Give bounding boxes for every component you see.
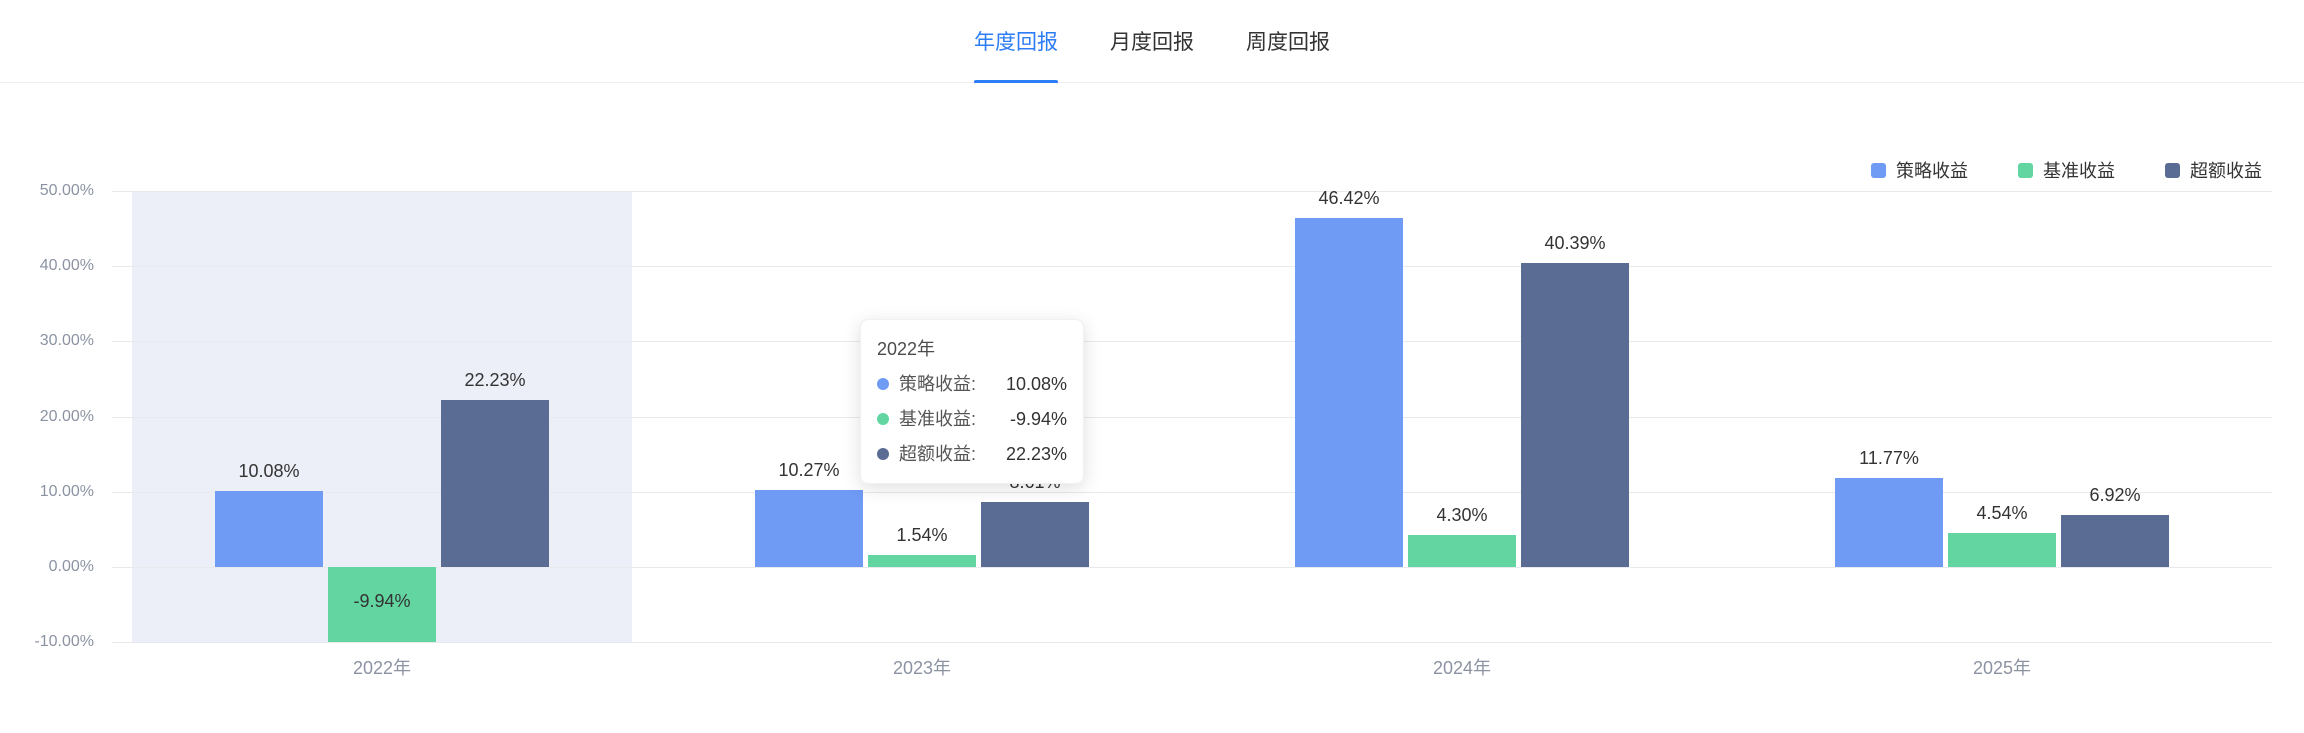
tooltip-rows: 策略收益: 10.08% 基准收益: -9.94% 超额收益: 22.23% — [877, 372, 1067, 466]
legend-item-excess-return[interactable]: 超额收益 — [2165, 157, 2262, 183]
legend-label: 策略收益 — [1896, 161, 1968, 181]
bar-benchmark-return-2022[interactable] — [328, 566, 436, 642]
legend-swatch-icon — [1871, 162, 1886, 178]
bar-value-label: 22.23% — [464, 369, 526, 390]
bar-value-label: 10.08% — [238, 461, 300, 482]
legend-swatch-icon — [2165, 162, 2180, 178]
bar-strategy-return-2022[interactable] — [215, 491, 323, 567]
gridline — [112, 566, 2272, 568]
y-axis-label: -10.00% — [34, 633, 94, 650]
tooltip-row-benchmark-return: 基准收益: -9.94% — [877, 407, 1067, 431]
tooltip-series-name: 策略收益: — [899, 374, 977, 394]
legend-swatch-icon — [2018, 162, 2033, 178]
bar-benchmark-return-2025[interactable] — [1948, 532, 2056, 567]
tab-weekly-report[interactable]: 周度回报 — [1246, 31, 1330, 54]
tooltip-title: 2022年 — [877, 339, 936, 359]
bar-value-label: 4.54% — [1976, 502, 2028, 523]
tab-annual-report[interactable]: 年度回报 — [974, 0, 1058, 84]
bar-strategy-return-2025[interactable] — [1835, 478, 1943, 567]
tooltip-row-excess-return: 超额收益: 22.23% — [877, 442, 1067, 466]
legend-item-strategy-return[interactable]: 策略收益 — [1871, 157, 1968, 183]
bar-benchmark-return-2023[interactable] — [868, 555, 976, 567]
bar-value-label: 6.92% — [2089, 484, 2141, 505]
x-axis-label: 2023年 — [892, 658, 952, 678]
chart-tooltip: 2022年 策略收益: 10.08% 基准收益: -9.94% 超额收益: 22.23% — [860, 319, 1084, 484]
x-axis-label: 2025年 — [1972, 658, 2032, 678]
series-color-dot — [877, 378, 889, 390]
bar-value-label: 46.42% — [1318, 187, 1380, 208]
series-color-dot — [877, 448, 889, 460]
bar-strategy-return-2024[interactable] — [1295, 217, 1403, 567]
bar-value-label: -9.94% — [353, 591, 411, 612]
gridline — [112, 642, 2272, 643]
tooltip-series-value: -9.94% — [1009, 409, 1067, 429]
report-tabs: 年度回报 月度回报 周度回报 — [948, 0, 1356, 84]
tooltip-series-name: 超额收益: — [899, 444, 977, 464]
bar-excess-return-2024[interactable] — [1521, 263, 1629, 567]
gridline — [112, 341, 2272, 343]
bar-excess-return-2022[interactable] — [441, 399, 549, 567]
gridline — [112, 266, 2272, 268]
bar-excess-return-2025[interactable] — [2061, 514, 2169, 567]
y-axis-label: 10.00% — [39, 482, 94, 500]
y-axis-label: 40.00% — [39, 257, 94, 275]
bar-value-label: 40.39% — [1544, 233, 1606, 254]
bar-strategy-return-2023[interactable] — [755, 489, 863, 567]
chart-plot-area: 2022年 策略收益: 10.08% 基准收益: -9.94% 超额收益: 22.23% … — [34, 183, 2272, 678]
series-color-dot — [877, 413, 889, 425]
legend-label: 超额收益 — [2190, 161, 2262, 181]
gridline — [112, 416, 2272, 418]
report-tabs-bar: 年度回报 月度回报 周度回报 — [0, 0, 2304, 84]
legend-label: 基准收益 — [2043, 161, 2115, 181]
tooltip-series-value: 22.23% — [1005, 444, 1067, 464]
gridline — [112, 491, 2272, 493]
bar-value-label: 4.30% — [1436, 504, 1488, 525]
gridline — [112, 191, 2272, 192]
tooltip-series-name: 基准收益: — [899, 409, 977, 429]
tooltip-series-value: 10.08% — [1005, 374, 1067, 394]
chart-legend: 策略收益 基准收益 超额收益 — [1871, 157, 2262, 183]
y-axis-label: 20.00% — [39, 407, 94, 425]
bar-value-label: 10.27% — [778, 459, 840, 480]
y-axis-label: 0.00% — [48, 557, 94, 575]
annual-returns-chart: 策略收益 基准收益 超额收益 2022年 策略收益: 10.08% 基准收益: -9.94… — [0, 83, 2304, 733]
y-axis-label: 30.00% — [39, 332, 94, 350]
bar-excess-return-2023[interactable] — [981, 502, 1089, 567]
x-axis-label: 2024年 — [1432, 658, 1492, 678]
bar-value-label: 1.54% — [896, 525, 948, 546]
x-axis-label: 2022年 — [352, 658, 412, 678]
legend-item-benchmark-return[interactable]: 基准收益 — [2018, 157, 2115, 183]
bar-benchmark-return-2024[interactable] — [1408, 534, 1516, 567]
tooltip-row-strategy-return: 策略收益: 10.08% — [877, 372, 1067, 396]
bar-value-label: 11.77% — [1859, 448, 1919, 469]
tab-monthly-report[interactable]: 月度回报 — [1110, 31, 1194, 54]
y-axis-label: 50.00% — [39, 182, 94, 199]
